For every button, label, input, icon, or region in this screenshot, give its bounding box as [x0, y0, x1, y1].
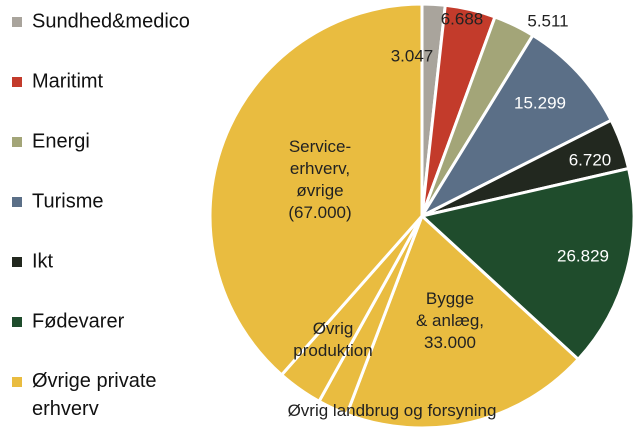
pie-slice	[208, 2, 424, 378]
legend-label: Fødevarer	[32, 310, 125, 332]
data-label: 3.047	[391, 46, 434, 65]
pie-slice	[344, 213, 581, 430]
legend-swatch	[12, 17, 22, 27]
legend-label: Ikt	[32, 250, 54, 272]
data-label: 6.720	[569, 150, 612, 169]
legend-swatch	[12, 377, 22, 387]
legend-swatch	[12, 137, 22, 147]
data-label: 26.829	[557, 246, 609, 265]
legend-swatch	[12, 77, 22, 87]
legend-label: Øvrige private erhverv	[32, 370, 157, 420]
legend-label: Sundhed&medico	[32, 10, 190, 32]
slice-label: Service-erhverv, øvrige (67.000)	[288, 137, 351, 222]
legend-swatch	[12, 257, 22, 267]
pie-slice	[417, 33, 614, 220]
legend-label: Energi	[32, 130, 90, 152]
slice-label: Øvrig landbrug og forsyning	[288, 401, 497, 420]
pie-slice	[418, 166, 636, 362]
slice-label: Bygge & anlæg, 33.000	[416, 289, 484, 352]
data-label: 6.688	[441, 9, 484, 28]
slice-label: Øvrig produktion	[293, 319, 372, 360]
data-label: 15.299	[514, 93, 566, 112]
legend-label: Maritimt	[32, 70, 104, 92]
legend-label: Turisme	[32, 190, 103, 212]
legend-swatch	[12, 197, 22, 207]
legend-swatch	[12, 317, 22, 327]
data-label: 5.511	[527, 11, 568, 30]
